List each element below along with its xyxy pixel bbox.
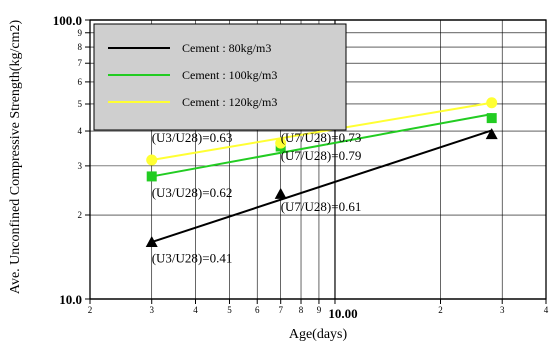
- y-tick-label: 9: [78, 28, 83, 38]
- legend-entry: Cement : 120kg/m3: [182, 95, 277, 109]
- x-tick-label: 5: [227, 305, 232, 315]
- legend-box: [93, 23, 347, 131]
- circle-marker: [275, 137, 287, 149]
- legend-entry: Cement : 80kg/m3: [182, 41, 271, 55]
- legend-entry: Cement : 100kg/m3: [182, 68, 277, 82]
- x-tick-label: 3: [149, 305, 154, 315]
- ratio-annotation: (U3/U28)=0.41: [152, 251, 233, 266]
- trend-line: [151, 129, 493, 244]
- x-tick-label: 8: [299, 305, 304, 315]
- data-markers: [145, 97, 498, 248]
- square-marker: [486, 113, 497, 124]
- trend-line: [151, 101, 492, 161]
- square-marker: [146, 171, 157, 182]
- y-tick-label: 4: [78, 126, 83, 136]
- y-tick-label: 7: [78, 58, 83, 68]
- y-tick-label: 100.0: [53, 13, 82, 28]
- x-tick-label: 9: [317, 305, 322, 315]
- x-tick-label: 2: [88, 305, 93, 315]
- y-tick-label: 6: [78, 77, 83, 87]
- x-tick-label: 2: [438, 305, 443, 315]
- ratio-annotation: (U7/U28)=0.61: [281, 199, 362, 214]
- x-axis-title: Age(days): [289, 327, 348, 342]
- x-tick-label: 4: [193, 305, 198, 315]
- x-tick-label: 6: [255, 305, 260, 315]
- ratio-annotation: (U3/U28)=0.63: [152, 130, 233, 145]
- triangle-marker: [145, 236, 158, 248]
- y-tick-label: 10.0: [59, 292, 82, 307]
- circle-marker: [486, 97, 498, 109]
- y-tick-label: 5: [78, 99, 83, 109]
- ratio-annotation: (U7/U28)=0.73: [281, 130, 362, 145]
- legend: Cement : 80kg/m3 Cement : 100kg/m3 Cement …: [93, 23, 347, 131]
- circle-marker: [146, 154, 158, 166]
- y-axis-title: Ave. Unconfined Compressive Strength(kg/…: [8, 20, 23, 295]
- triangle-marker: [485, 128, 498, 140]
- y-tick-label: 3: [78, 161, 83, 171]
- ratio-annotation: (U7/U28)=0.79: [281, 148, 362, 163]
- triangle-marker: [274, 187, 287, 199]
- ratio-annotations: (U3/U28)=0.63 (U7/U28)=0.73 (U7/U28)=0.79 (…: [152, 130, 362, 266]
- x-tick-label: 10.00: [328, 306, 357, 321]
- x-tick-label: 3: [500, 305, 505, 315]
- x-tick-label: 7: [278, 305, 283, 315]
- trend-line: [151, 113, 492, 178]
- ratio-annotation: (U3/U28)=0.62: [152, 185, 233, 200]
- x-tick-label: 4: [544, 305, 549, 315]
- y-tick-label: 8: [78, 42, 83, 52]
- y-tick-label: 2: [78, 210, 83, 220]
- trend-lines: [151, 101, 493, 244]
- plot-frame: [89, 19, 547, 300]
